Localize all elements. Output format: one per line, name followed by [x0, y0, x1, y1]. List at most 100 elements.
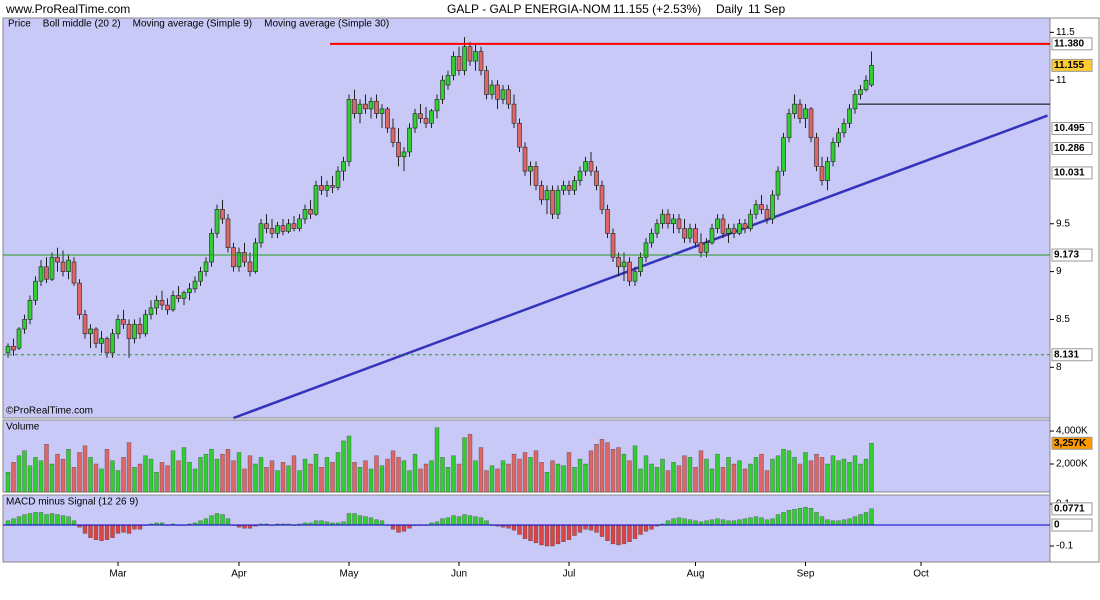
- bar: [324, 457, 330, 493]
- bar: [115, 470, 121, 493]
- candle-body: [588, 161, 594, 172]
- bar: [632, 445, 638, 493]
- bar: [786, 510, 792, 526]
- legend-entry: Moving average (Simple 9): [133, 19, 253, 30]
- candle-body: [27, 299, 33, 320]
- candle-body: [825, 161, 830, 181]
- bar: [77, 452, 82, 493]
- bar: [665, 470, 671, 493]
- bar: [654, 467, 660, 493]
- candle-body: [247, 261, 253, 272]
- candle-body: [319, 185, 324, 191]
- bar: [451, 515, 456, 526]
- level-label: 3,257K: [1054, 438, 1087, 449]
- bar: [110, 460, 115, 493]
- bar: [121, 524, 126, 533]
- bar: [55, 514, 60, 526]
- bar: [132, 524, 137, 530]
- bar: [495, 468, 500, 493]
- bar: [187, 462, 192, 493]
- bar: [792, 457, 797, 493]
- candle-body: [104, 338, 110, 354]
- candle-body: [638, 256, 643, 272]
- candle-body: [115, 319, 121, 335]
- bar: [440, 457, 445, 493]
- candle-body: [16, 328, 22, 349]
- candle-body: [555, 189, 561, 215]
- bar: [319, 467, 324, 493]
- x-tick-label: Sep: [797, 569, 815, 580]
- candle-body: [82, 314, 88, 335]
- candle-body: [698, 242, 704, 253]
- level-box: [1051, 436, 1093, 450]
- bar: [16, 455, 22, 493]
- bar: [737, 460, 742, 493]
- bar: [720, 467, 726, 493]
- bar: [429, 460, 434, 493]
- candle-body: [44, 266, 49, 280]
- bar: [550, 460, 555, 493]
- bar: [610, 524, 616, 545]
- candle-body: [379, 108, 385, 114]
- bar: [517, 524, 522, 535]
- candle-body: [368, 100, 374, 110]
- bar: [396, 524, 401, 533]
- bar: [99, 524, 104, 541]
- candle-body: [456, 55, 462, 71]
- bar: [264, 467, 269, 493]
- bar: [346, 513, 352, 526]
- candle-body: [236, 252, 242, 268]
- period: Daily: [716, 2, 743, 16]
- bar: [44, 514, 49, 526]
- candle-body: [335, 170, 341, 188]
- candle-body: [99, 338, 104, 344]
- bar: [236, 452, 242, 493]
- candle-body: [440, 79, 445, 100]
- bar: [352, 513, 357, 526]
- candle-body: [566, 185, 572, 191]
- bar: [390, 524, 396, 530]
- bar: [869, 508, 874, 526]
- bar: [638, 524, 643, 535]
- bar: [643, 524, 649, 532]
- candle-body: [126, 323, 132, 339]
- bar: [176, 460, 181, 493]
- bar: [225, 449, 231, 493]
- candle-body: [385, 108, 390, 129]
- bar: [451, 455, 456, 493]
- bar: [528, 457, 533, 493]
- y-tick-label: 9: [1056, 266, 1062, 277]
- bar: [748, 463, 753, 493]
- candle-body: [720, 218, 726, 234]
- candle-body: [143, 314, 148, 335]
- candle-body: [775, 170, 781, 196]
- bar: [198, 457, 203, 493]
- y-tick-label: 11: [1056, 75, 1067, 86]
- candle-body: [209, 233, 214, 263]
- bar: [374, 455, 379, 493]
- candle-body: [407, 127, 412, 153]
- bar: [286, 465, 291, 493]
- bar: [819, 516, 825, 526]
- candle-body: [346, 99, 352, 162]
- bar: [297, 470, 302, 493]
- bar: [533, 450, 539, 493]
- bar: [165, 465, 170, 493]
- candle-body: [275, 225, 280, 234]
- candle-body: [643, 242, 649, 258]
- bar: [99, 468, 104, 493]
- bar: [863, 512, 869, 526]
- bar: [126, 442, 132, 493]
- bar: [583, 524, 588, 530]
- bar: [302, 458, 308, 493]
- candle-body: [451, 55, 456, 76]
- candle-body: [132, 323, 137, 339]
- legend-entry: Boll middle (20 2): [43, 19, 121, 30]
- bar: [181, 447, 187, 493]
- candle-body: [154, 299, 159, 309]
- bar: [418, 468, 423, 493]
- bar: [742, 468, 748, 493]
- bar: [93, 524, 99, 540]
- candle-body: [753, 204, 759, 215]
- y-tick-label: 2,000K: [1056, 459, 1088, 470]
